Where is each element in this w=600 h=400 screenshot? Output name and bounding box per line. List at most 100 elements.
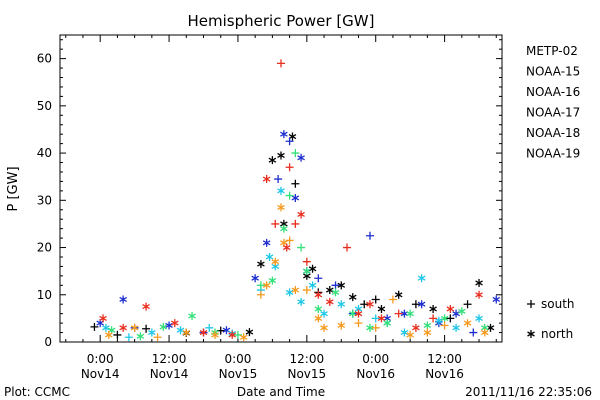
point-north [325,297,334,306]
y-tick-label: 60 [37,52,52,66]
point-north [492,295,501,304]
legend-entry: NOAA-15 [526,65,580,79]
point-north [377,314,386,323]
point-north [262,281,271,290]
point-north [417,274,426,283]
point-south [302,257,311,266]
point-south [371,295,380,304]
marker-legend-label: south [541,297,575,311]
point-north [400,328,409,337]
legend-entry: NOAA-18 [526,126,580,140]
point-south [124,333,133,342]
point-north [308,264,317,273]
point-north [412,323,420,332]
point-south [285,236,294,245]
point-north [291,193,300,202]
point-north [130,323,139,332]
point-north [280,130,288,139]
chart-title: Hemispheric Power [GW] [188,12,375,30]
point-south [297,243,306,252]
y-tick-label: 0 [44,335,52,349]
x-tick-label-date: Nov14 [81,367,120,381]
point-north [262,238,271,247]
point-north [199,328,208,337]
point-north [308,281,317,290]
point-north [262,175,271,184]
legend-entry: METP-02 [526,44,578,58]
x-axis-label: Date and Time [237,385,325,399]
point-north [452,323,460,332]
point-north [159,322,168,331]
point-north [291,286,300,295]
point-north [314,290,323,299]
point-north [277,186,285,195]
point-north [142,302,150,311]
point-north [228,330,237,339]
y-tick-label: 20 [37,241,52,255]
point-north [475,314,483,323]
marker-legend-label: north [541,327,573,341]
point-north [102,323,110,332]
point-south [285,163,294,172]
point-south [354,319,363,328]
point-north [452,309,460,318]
point-north [348,293,357,302]
point-south [360,300,369,309]
legend-entry: NOAA-19 [526,147,580,161]
point-north [148,328,156,337]
point-north [99,314,107,323]
point-south [365,231,374,240]
point-north [268,156,277,165]
x-tick-label-time: 0:00 [362,352,389,366]
point-north [171,319,179,328]
point-north [314,304,323,313]
point-south [371,314,380,323]
point-south [256,290,265,299]
y-tick-label: 50 [37,99,52,113]
point-north [480,328,489,337]
point-north [277,203,285,212]
x-tick-label-time: 12:00 [427,352,462,366]
legend-entry: NOAA-16 [526,85,580,99]
point-south [463,300,472,309]
point-north [394,290,403,299]
x-tick-label-time: 12:00 [290,352,325,366]
x-tick-label-time: 0:00 [87,352,114,366]
point-north [280,224,288,233]
point-north [354,309,363,318]
point-north [257,260,265,269]
point-north [475,290,483,299]
point-north [320,323,328,332]
plot-frame [59,34,503,343]
point-south [205,323,214,332]
x-tick-label-time: 12:00 [152,352,187,366]
series-noaa-15 [96,130,501,337]
point-north [297,153,305,162]
series-metp-02 [90,132,495,339]
point-south [440,321,449,330]
footer-credit: Plot: CCMC [4,385,70,399]
point-north [245,328,254,337]
point-south [331,281,340,290]
point-north [406,309,414,318]
point-south [469,328,478,337]
point-north [337,321,346,330]
x-axis: 0:00Nov1412:00Nov140:00Nov1512:00Nov150:… [65,35,497,381]
x-tick-label-date: Nov16 [425,367,464,381]
legend: METP-02 NOAA-15 NOAA-16 NOAA-17 NOAA-18 NOAA-… [526,44,580,161]
x-tick-label-date: Nov15 [219,367,258,381]
series-noaa-18 [104,203,489,342]
point-north [265,252,274,261]
y-axis: 0 10 20 30 40 50 60 [37,39,502,349]
point-north [268,276,277,285]
y-tick-label: 40 [37,146,52,160]
point-north [211,330,219,339]
point-north [297,297,305,306]
point-south [429,314,438,323]
marker-legend: south north [527,297,575,341]
point-north [182,328,191,337]
point-north [165,321,173,330]
point-north [277,151,285,160]
point-north [423,321,432,330]
legend-south-marker [527,300,535,308]
